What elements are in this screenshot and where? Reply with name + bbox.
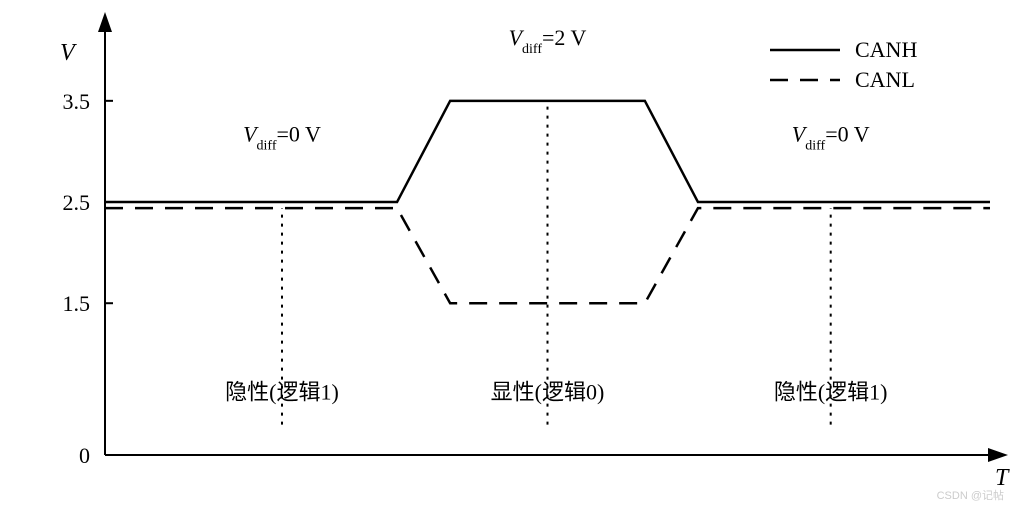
region-label: 隐性(逻辑1) bbox=[774, 379, 888, 404]
can-voltage-chart: 0 1.5 2.5 3.5 V T Vdiff=0 V Vdiff=2 V Vdiff=0 V 隐… bbox=[0, 0, 1024, 507]
y-tick-label: 1.5 bbox=[63, 291, 91, 316]
watermark: CSDN @记帖 bbox=[937, 489, 1004, 502]
x-axis-arrow bbox=[988, 448, 1008, 462]
y-axis-label: V bbox=[60, 40, 77, 66]
region-label: 隐性(逻辑1) bbox=[225, 379, 339, 404]
y-tick-label: 2.5 bbox=[63, 190, 91, 215]
region-label: 显性(逻辑0) bbox=[491, 379, 605, 404]
y-tick-label: 0 bbox=[79, 443, 90, 468]
vdiff-label: Vdiff=0 V bbox=[243, 121, 321, 153]
legend-label-canh: CANH bbox=[855, 37, 917, 62]
y-tick-label: 3.5 bbox=[63, 89, 91, 114]
chart-svg: 0 1.5 2.5 3.5 V T Vdiff=0 V Vdiff=2 V Vdiff=0 V 隐… bbox=[0, 0, 1024, 507]
x-axis-label: T bbox=[995, 465, 1010, 491]
vdiff-label: Vdiff=2 V bbox=[509, 25, 587, 57]
legend-label-canl: CANL bbox=[855, 67, 915, 92]
vdiff-label: Vdiff=0 V bbox=[792, 121, 870, 153]
y-axis-arrow bbox=[98, 12, 112, 32]
